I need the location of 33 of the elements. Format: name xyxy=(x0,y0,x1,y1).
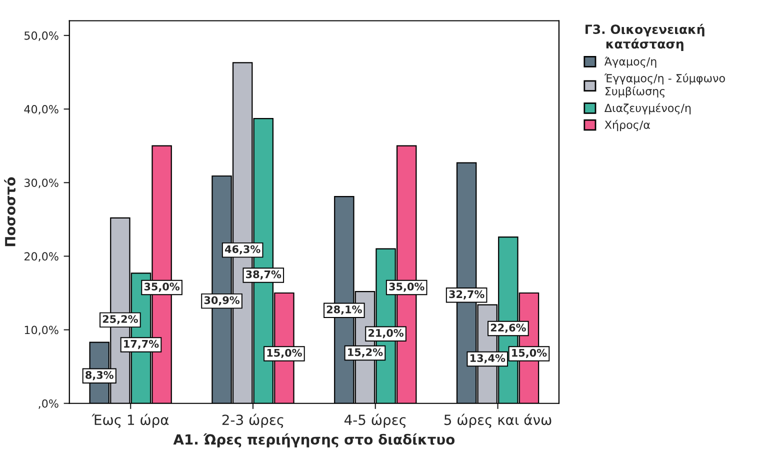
data-label: 28,1% xyxy=(326,305,362,315)
x-tick-label: Έως 1 ώρα xyxy=(92,414,169,428)
y-tick-label: 30,0% xyxy=(24,178,58,188)
data-label: 15,0% xyxy=(267,348,302,358)
y-tick-label: 20,0% xyxy=(24,252,58,262)
legend-label: Χήρος/α xyxy=(604,120,650,132)
x-axis-title: Α1. Ώρες περιήγησης στο διαδίκτυο xyxy=(173,433,455,448)
legend-title: Γ3. Οικογενειακή κατάσταση xyxy=(586,24,704,52)
data-label: 15,0% xyxy=(512,348,547,358)
y-tick-label: ,0% xyxy=(38,399,58,409)
y-tick-label: 50,0% xyxy=(24,31,58,41)
y-tick-label: 10,0% xyxy=(24,326,58,336)
legend-label: Διαζευγμένος/η xyxy=(604,103,691,114)
data-label: 30,9% xyxy=(204,296,240,306)
data-label: 35,0% xyxy=(144,282,180,292)
data-label: 35,0% xyxy=(389,282,424,292)
data-label: 21,0% xyxy=(368,328,404,338)
y-axis-title: Ποσοστό xyxy=(4,177,16,246)
x-tick-label: 4-5 ώρες xyxy=(344,414,406,428)
data-label: 38,7% xyxy=(246,270,282,280)
x-tick-label: 5 ώρες και άνω xyxy=(444,414,552,428)
data-label: 22,6% xyxy=(490,324,526,333)
data-label: 46,3% xyxy=(224,245,260,254)
data-label: 17,7% xyxy=(124,340,159,350)
data-label: 32,7% xyxy=(449,290,484,300)
data-label: 13,4% xyxy=(470,354,506,364)
data-label: 25,2% xyxy=(102,315,138,324)
data-label: 8,3% xyxy=(86,371,114,380)
data-label: 15,2% xyxy=(348,348,383,358)
legend-label: Έγγαμος/η - Σύμφωνο Συμβίωσης xyxy=(604,73,725,98)
x-tick-label: 2-3 ώρες xyxy=(222,414,284,428)
y-tick-label: 40,0% xyxy=(24,105,58,115)
legend-label: Άγαμος/η xyxy=(604,56,656,68)
